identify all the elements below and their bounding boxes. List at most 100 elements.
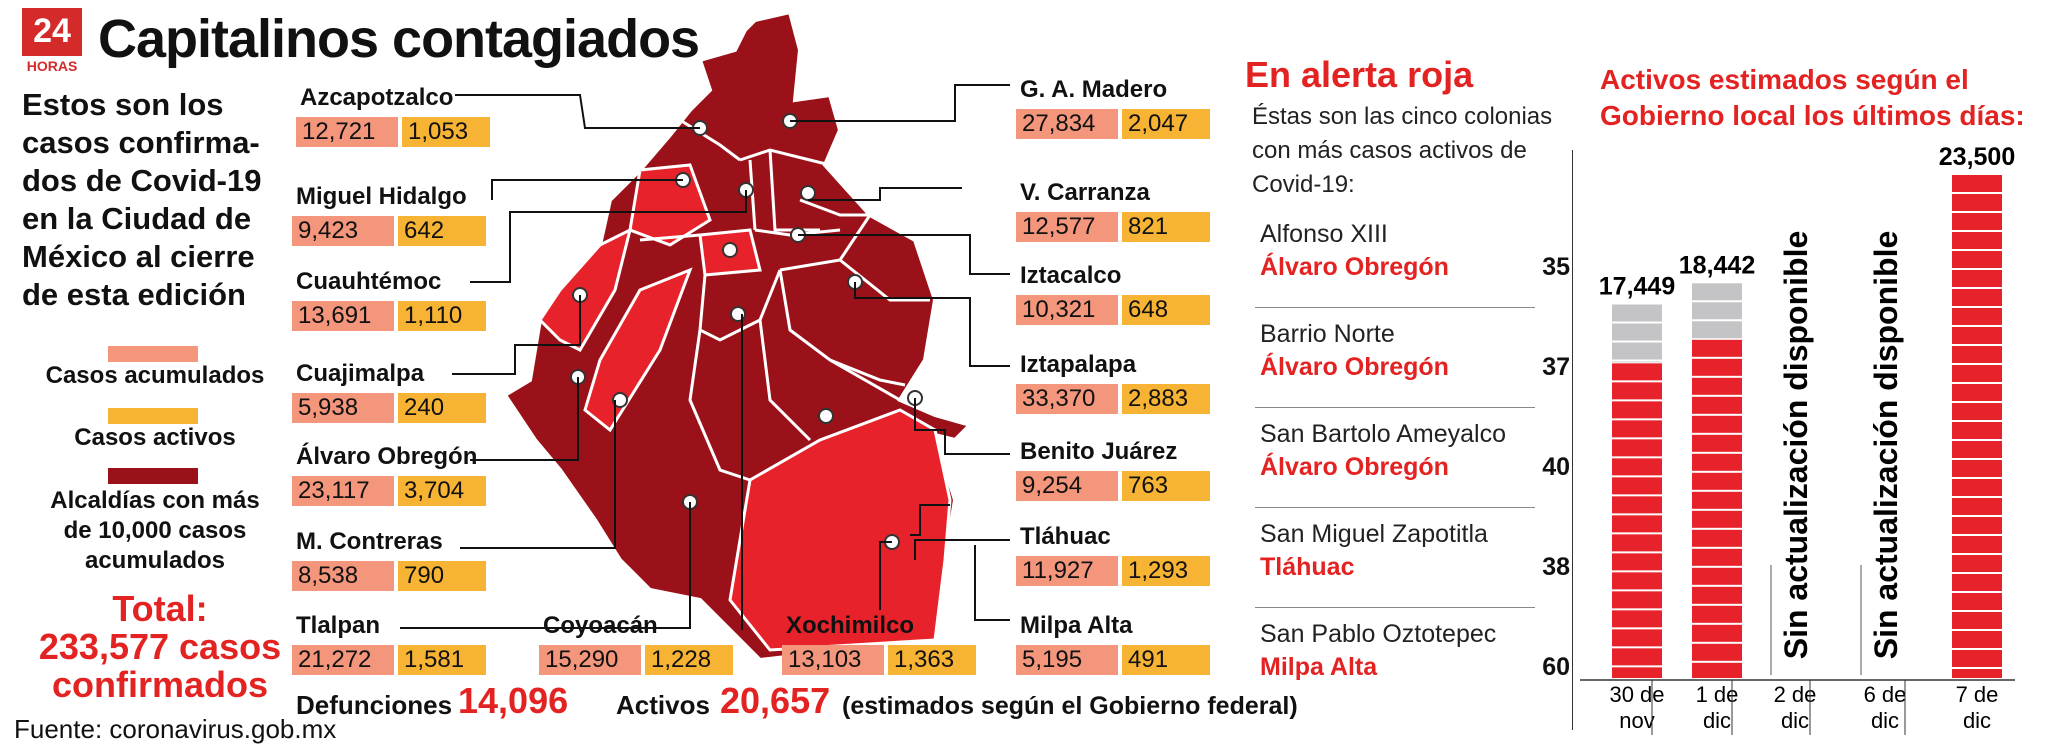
bar-segment-red [1952, 498, 2002, 515]
bar-segment-red [1952, 479, 2002, 496]
intro-line: México al cierre [22, 239, 255, 274]
total-line: confirmados [51, 664, 269, 705]
bar-segment-red [1612, 553, 1662, 571]
bar-segment-red [1612, 572, 1662, 590]
x-tick-label: 1 de [1696, 682, 1739, 707]
bar-segment-red [1692, 662, 1742, 678]
accumulated-cases-value: 5,195 [1016, 645, 1118, 675]
bar-segment-red [1612, 458, 1662, 476]
bar-segment-red [1952, 536, 2002, 553]
bar-segment-red [1612, 401, 1662, 419]
bar-segment-red [1952, 593, 2002, 610]
x-tick-label: dic [1871, 708, 1899, 733]
bar-segment-gray [1612, 304, 1662, 322]
alcaldia-name: Miguel Hidalgo [296, 183, 467, 210]
map-contreras [583, 267, 693, 433]
colonia-name: San Bartolo Ameyalco [1260, 420, 1506, 448]
bar-segment-red [1692, 396, 1742, 414]
colonia-alcaldia: Álvaro Obregón [1260, 453, 1449, 481]
colonia-name: San Pablo Oztotepec [1260, 620, 1497, 648]
total-line: 233,577 casos [38, 626, 282, 667]
separator [1255, 607, 1535, 608]
alcaldia-name: Milpa Alta [1020, 612, 1133, 639]
x-tick-label: dic [1781, 708, 1809, 733]
alcaldia-name: G. A. Madero [1020, 76, 1168, 103]
active-cases-value: 642 [398, 216, 486, 246]
intro-line: Estos son los [22, 87, 224, 122]
x-tick-label: 2 de [1774, 682, 1817, 707]
bar-segment-red [1692, 415, 1742, 433]
active-cases-value: 821 [1122, 212, 1210, 242]
no-data-label: Sin actualización disponible [1778, 231, 1814, 660]
legend-swatch-alcaldias [108, 468, 198, 484]
page-title: Capitalinos contagiados [98, 9, 700, 69]
legend-label-alcaldias: Alcaldías con más de 10,000 casos acumul… [20, 486, 290, 576]
separator [1255, 507, 1535, 508]
accumulated-cases-value: 12,577 [1016, 212, 1118, 242]
accumulated-cases-value: 9,423 [292, 216, 394, 246]
bar-segment-gray [1612, 323, 1662, 341]
source-note: Fuente: coronavirus.gob.mx [14, 714, 337, 744]
legend-swatch-accumulated [108, 346, 198, 362]
accumulated-cases-value: 12,721 [296, 117, 398, 147]
alcaldia-name: Iztapalapa [1020, 351, 1137, 378]
accumulated-cases-value: 9,254 [1016, 471, 1118, 501]
bar-segment-red [1952, 422, 2002, 439]
active-label: Activos [616, 690, 710, 720]
active-cases-value: 3,704 [398, 476, 486, 506]
no-data-label: Sin actualización disponible [1868, 231, 1904, 660]
bar-segment-red [1692, 586, 1742, 604]
bar-segment-red [1612, 420, 1662, 438]
legend-line: Alcaldías con más [50, 487, 260, 514]
bar-segment-red [1952, 346, 2002, 363]
active-cases-value: 648 [1122, 295, 1210, 325]
alert-intro: Éstas son las cinco colonias con más cas… [1252, 103, 1553, 198]
accumulated-cases-value: 33,370 [1016, 384, 1118, 414]
bar-segment-red [1692, 605, 1742, 623]
alcaldia-name: Benito Juárez [1020, 438, 1178, 465]
accumulated-cases-value: 13,103 [782, 645, 884, 675]
accumulated-cases-value: 21,272 [292, 645, 394, 675]
bar-segment-red [1692, 453, 1742, 471]
bar-segment-red [1952, 289, 2002, 306]
map-borders [639, 118, 930, 482]
bar-segment-gray [1692, 302, 1742, 320]
alcaldia-name: Álvaro Obregón [296, 443, 478, 470]
bar-segment-red [1692, 377, 1742, 395]
alcaldia-name: M. Contreras [296, 528, 443, 555]
accumulated-cases-value: 10,321 [1016, 295, 1118, 325]
bar-segment-red [1612, 648, 1662, 666]
alcaldia-name: Cuajimalpa [296, 360, 425, 387]
legend-label-accumulated: Casos acumulados [45, 362, 265, 389]
active-cases-value: 1,228 [645, 645, 733, 675]
bar-chart-title: Activos estimados según el Gobierno loca… [1600, 64, 2025, 131]
bar-value-label: 18,442 [1679, 251, 1755, 279]
bar-segment-red [1612, 439, 1662, 457]
colonia-name: Alfonso XIII [1260, 220, 1388, 248]
bar-segment-red [1692, 567, 1742, 585]
colonia-active-cases: 60 [1542, 653, 1570, 681]
active-cases-value: 2,047 [1122, 109, 1210, 139]
bar-segment-red [1692, 510, 1742, 528]
intro-text: Estos son los casos confirma- dos de Cov… [22, 86, 287, 314]
bar-segment-gray [1692, 283, 1742, 301]
bar-segment-red [1692, 491, 1742, 509]
bar-segment-red [1612, 496, 1662, 514]
active-cases-value: 1,110 [398, 301, 486, 331]
bar-segment-red [1692, 529, 1742, 547]
bar-segment-red [1952, 574, 2002, 591]
colonia-name: Barrio Norte [1260, 320, 1395, 348]
active-cases-value: 1,581 [398, 645, 486, 675]
logo-text: HORAS [26, 58, 78, 74]
colonia-alcaldia: Tláhuac [1260, 553, 1355, 581]
bar-segment-red [1692, 434, 1742, 452]
bar-segment-red [1952, 175, 2002, 192]
x-tick-label: 6 de [1864, 682, 1907, 707]
legend-label-active: Casos activos [74, 424, 236, 451]
accumulated-cases-value: 27,834 [1016, 109, 1118, 139]
alcaldia-name: Azcapotzalco [300, 84, 454, 111]
divider [1572, 150, 1573, 730]
bar-segment-red [1952, 555, 2002, 572]
bar-segment-red [1952, 251, 2002, 268]
accumulated-cases-value: 15,290 [539, 645, 641, 675]
